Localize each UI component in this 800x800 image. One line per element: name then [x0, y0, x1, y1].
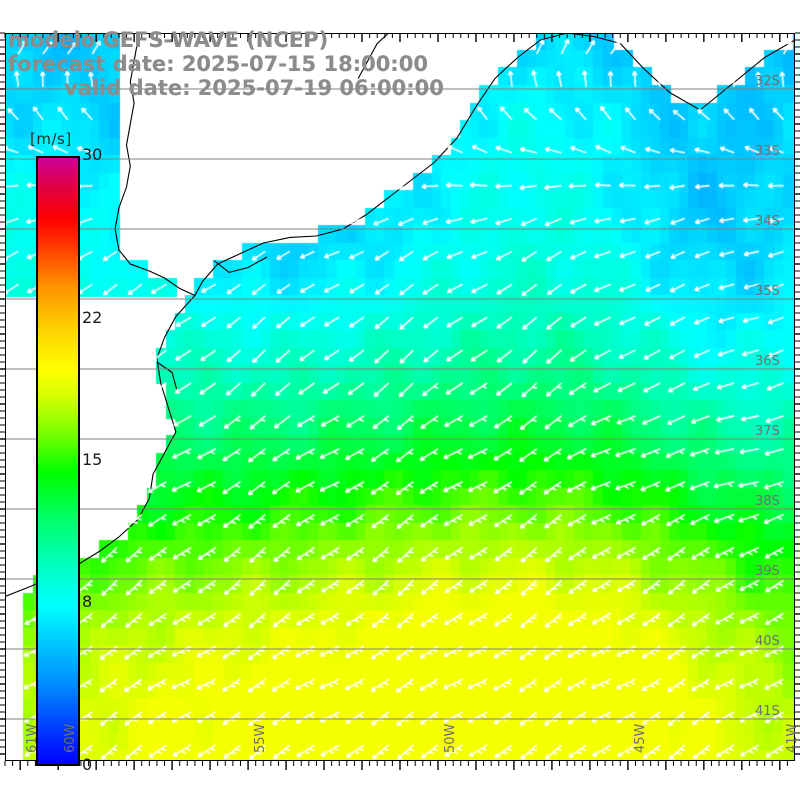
lat-tick-39S: 39S	[755, 564, 780, 579]
colorbar	[36, 156, 80, 766]
lon-tick-55W: 55W	[253, 723, 269, 753]
colorbar-tick-8: 8	[82, 592, 93, 612]
lat-tick-35S: 35S	[755, 284, 780, 299]
lat-tick-34S: 34S	[755, 214, 780, 229]
lat-tick-32S: 32S	[755, 74, 780, 89]
colorbar-tick-22: 22	[82, 307, 103, 327]
lat-tick-41S: 41S	[755, 704, 780, 719]
map-gridlines	[5, 88, 795, 720]
title-model-line: modelo GEFS-WAVE (NCEP)	[8, 28, 329, 52]
colorbar-tick-15: 15	[82, 450, 103, 469]
lon-tick-45W: 45W	[632, 723, 648, 753]
map-plot-area	[5, 33, 795, 761]
lat-tick-33S: 33S	[755, 144, 780, 159]
colorbar-unit-label: [m/s]	[30, 130, 72, 148]
lon-tick-61W: 61W	[25, 723, 41, 753]
lon-tick-60W: 60W	[63, 723, 79, 753]
title-valid-line: valid date: 2025-07-19 06:00:00	[64, 76, 444, 101]
lon-tick-50W: 50W	[442, 723, 458, 753]
wind-vector-overlay	[5, 33, 795, 761]
lat-tick-38S: 38S	[755, 494, 780, 509]
chart-title-block: modelo GEFS-WAVE (NCEP) forecast date: 2…	[8, 28, 528, 100]
lon-tick-41W: 41W	[784, 723, 800, 753]
lat-tick-40S: 40S	[755, 634, 780, 649]
colorbar-tick-30: 30	[82, 145, 103, 164]
title-forecast-line: forecast date: 2025-07-15 18:00:00	[8, 52, 428, 77]
colorbar-tick-0: 0	[82, 755, 93, 774]
lat-tick-37S: 37S	[755, 424, 780, 439]
lat-tick-36S: 36S	[755, 354, 780, 369]
